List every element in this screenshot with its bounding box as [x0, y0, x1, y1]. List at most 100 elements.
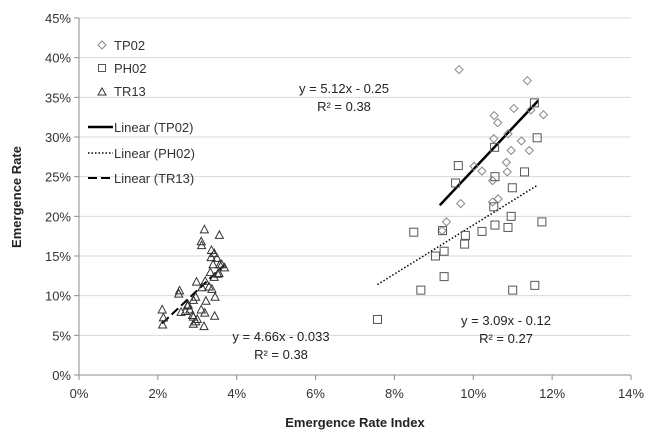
point-ph02 — [532, 133, 542, 143]
point-ph02 — [451, 178, 461, 188]
point-tr13 — [157, 304, 168, 314]
x-tick-label: 4% — [227, 386, 246, 401]
point-tp02 — [487, 175, 498, 186]
point-ph02 — [490, 220, 500, 230]
point-tp02 — [503, 129, 513, 139]
y-tick-label: 25% — [45, 170, 71, 185]
point-tr13 — [192, 313, 203, 323]
legend-marker-tp02 — [97, 40, 107, 50]
point-tr13 — [216, 259, 227, 269]
legend-marker-ph02 — [98, 64, 106, 72]
point-tr13 — [212, 252, 222, 262]
axes: 0% 5% 10% 15% 20% 25% 30% 35% 40% 45% 0% 2% 4% 6% 8% 10… — [45, 11, 644, 401]
point-tp02 — [501, 157, 512, 168]
y-tick-label: 5% — [52, 328, 71, 343]
trendline-tp02 — [438, 99, 540, 207]
x-tick-label: 2% — [148, 386, 167, 401]
point-tr13 — [209, 248, 220, 258]
y-tick-label: 15% — [45, 249, 71, 264]
point-tr13 — [206, 252, 216, 262]
point-ph02 — [477, 226, 487, 236]
point-tr13 — [174, 285, 185, 295]
point-tr13 — [158, 312, 169, 322]
point-ph02 — [438, 226, 448, 236]
r2-ph02: R² = 0.27 — [479, 331, 533, 346]
legend-label-linear-ph02: Linear (PH02) — [114, 146, 195, 161]
point-tp02 — [441, 217, 452, 227]
point-tp02 — [437, 225, 447, 236]
trendlines — [161, 99, 540, 325]
legend-item-tr13: TR13 — [97, 84, 146, 99]
point-ph02 — [372, 314, 382, 324]
point-tp02 — [526, 105, 536, 115]
point-tp02 — [477, 166, 487, 176]
point-ph02 — [508, 285, 518, 295]
point-ph02 — [416, 285, 426, 295]
legend-item-linear-tp02: Linear (TP02) — [88, 120, 193, 135]
point-tr13 — [182, 300, 193, 310]
point-ph02 — [530, 280, 540, 290]
point-tp02 — [493, 118, 503, 128]
y-tick-label: 40% — [45, 51, 71, 66]
point-tp02 — [493, 194, 503, 204]
point-tp02 — [538, 110, 549, 120]
equation-ph02: y = 3.09x - 0.12 — [461, 313, 551, 328]
x-tick-label: 8% — [385, 386, 404, 401]
legend-item-linear-tr13: Linear (TR13) — [88, 171, 194, 186]
trendline-tr13 — [161, 263, 226, 325]
point-tr13 — [199, 321, 209, 331]
point-tp02 — [489, 110, 499, 121]
point-tp02 — [454, 64, 464, 75]
point-tp02 — [487, 197, 498, 207]
point-tr13 — [205, 267, 216, 277]
trendline-equations: y = 5.12x - 0.25 R² = 0.38 y = 3.09x - 0… — [232, 81, 551, 362]
point-tr13 — [188, 318, 199, 328]
point-tr13 — [191, 276, 202, 286]
point-ph02 — [453, 161, 463, 171]
point-ph02 — [430, 251, 440, 261]
point-tp02 — [522, 75, 533, 86]
point-tp02 — [502, 167, 512, 177]
y-tick-label: 10% — [45, 289, 71, 304]
legend-item-ph02: PH02 — [98, 61, 147, 76]
point-tr13 — [173, 288, 184, 298]
equation-tr13: y = 4.66x - 0.033 — [232, 329, 329, 344]
point-tr13 — [209, 310, 220, 320]
point-tr13 — [208, 259, 218, 269]
x-tick-label: 6% — [306, 386, 325, 401]
legend: TP02 PH02 TR13 Linear (TP02) Linear (PH0… — [88, 38, 195, 186]
legend-label-ph02: PH02 — [114, 61, 147, 76]
y-axis-title: Emergence Rate — [9, 146, 24, 248]
legend-label-tr13: TR13 — [114, 84, 146, 99]
point-ph02 — [529, 98, 539, 108]
point-ph02 — [439, 272, 449, 282]
y-tick-label: 0% — [52, 368, 71, 383]
point-ph02 — [409, 227, 419, 237]
point-tr13 — [201, 295, 211, 305]
point-ph02 — [490, 172, 500, 182]
point-tr13 — [180, 305, 191, 316]
y-tick-label: 20% — [45, 209, 71, 224]
point-tr13 — [207, 283, 217, 293]
point-tp02 — [509, 103, 519, 114]
point-tr13 — [212, 268, 223, 278]
point-ph02 — [507, 183, 517, 193]
point-ph02 — [503, 222, 513, 232]
point-tr13 — [214, 229, 225, 239]
point-tr13 — [196, 240, 207, 250]
point-tp02 — [469, 161, 479, 172]
legend-label-linear-tp02: Linear (TP02) — [114, 120, 193, 135]
legend-label-tp02: TP02 — [114, 38, 145, 53]
point-tp02 — [516, 136, 527, 146]
point-ph02 — [460, 230, 470, 240]
point-ph02 — [520, 167, 530, 177]
legend-item-tp02: TP02 — [97, 38, 145, 53]
point-tp02 — [506, 145, 516, 156]
x-tick-label: 10% — [460, 386, 486, 401]
y-tick-label: 45% — [45, 11, 71, 26]
r2-tr13: R² = 0.38 — [254, 347, 308, 362]
point-tr13 — [197, 282, 207, 292]
point-ph02 — [460, 239, 470, 249]
legend-marker-tr13 — [97, 86, 107, 96]
